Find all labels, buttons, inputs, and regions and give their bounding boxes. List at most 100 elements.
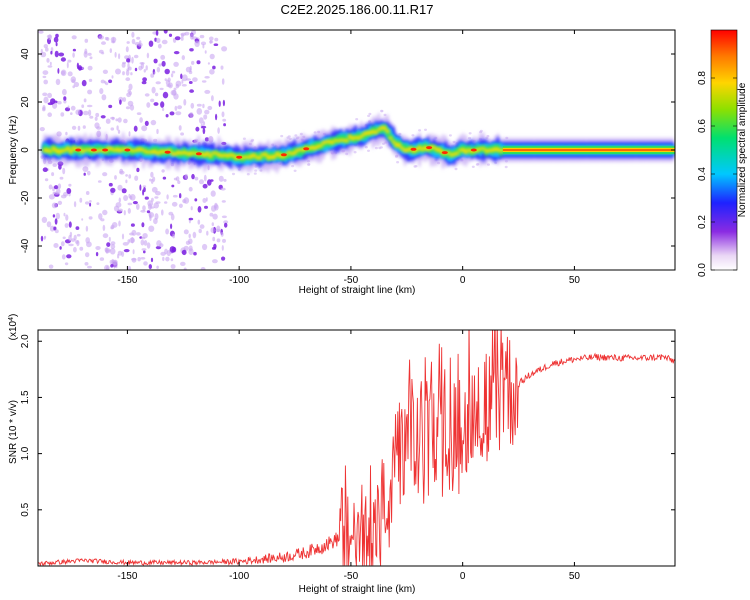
noise-speck (61, 254, 66, 260)
noise-speck (142, 233, 148, 239)
noise-speck (147, 203, 152, 211)
noise-speck (42, 70, 49, 75)
noise-speck (173, 51, 180, 55)
noise-speck (155, 30, 159, 36)
ridge-blob (417, 145, 422, 150)
noise-speck (146, 242, 151, 249)
noise-speck (468, 136, 471, 140)
noise-speck (43, 79, 48, 85)
noise-speck (126, 41, 130, 44)
noise-speck (133, 125, 138, 132)
noise-speck (154, 92, 159, 97)
noise-speck (414, 165, 418, 168)
noise-speck (48, 264, 54, 269)
noise-speck (47, 34, 52, 41)
noise-speck (280, 134, 284, 138)
noise-speck (71, 35, 77, 40)
noise-speck (102, 233, 109, 239)
noise-speck (100, 115, 106, 119)
noise-speck (110, 226, 114, 230)
y-tick-label: 20 (20, 96, 31, 108)
noise-speck (43, 96, 49, 104)
noise-speck (166, 250, 171, 257)
noise-speck (223, 178, 227, 182)
noise-speck (59, 176, 64, 180)
noise-speck (109, 48, 113, 53)
noise-speck (221, 256, 226, 261)
noise-speck (139, 184, 142, 191)
noise-speck (40, 48, 43, 55)
noise-speck (171, 70, 176, 74)
noise-speck (191, 173, 195, 180)
noise-speck (55, 78, 61, 86)
noise-speck (161, 60, 166, 67)
noise-speck (183, 229, 189, 235)
noise-speck (59, 246, 62, 250)
noise-speck (189, 48, 194, 52)
noise-speck (487, 163, 490, 166)
spectrogram-marks (38, 30, 675, 270)
noise-speck (178, 125, 182, 131)
noise-speck (202, 44, 205, 49)
noise-speck (213, 243, 217, 249)
noise-speck (154, 196, 159, 199)
noise-speck (367, 149, 370, 152)
noise-speck (126, 58, 131, 63)
colorbar-ticks: 0.0 0.2 0.4 0.6 0.8 (697, 71, 737, 277)
noise-speck (148, 264, 152, 270)
noise-speck (218, 100, 221, 107)
noise-speck (103, 80, 107, 84)
noise-speck (75, 240, 79, 244)
noise-speck (380, 109, 384, 113)
noise-speck (50, 47, 54, 53)
snr-marks (38, 330, 675, 566)
noise-speck (96, 202, 100, 206)
noise-speck (150, 257, 154, 263)
noise-speck (207, 179, 212, 186)
noise-speck (44, 178, 49, 182)
noise-speck (87, 265, 92, 269)
noise-speck (162, 107, 165, 112)
noise-speck (189, 89, 195, 93)
noise-speck (110, 187, 116, 193)
noise-speck (218, 175, 224, 182)
noise-speck (313, 131, 317, 134)
noise-speck (183, 267, 187, 270)
noise-speck (85, 252, 90, 258)
noise-speck (165, 228, 170, 235)
noise-speck (215, 113, 218, 121)
noise-speck (127, 202, 133, 206)
noise-speck (55, 33, 59, 38)
snr-panel: -150 -100 -50 0 50 0.5 1.0 1.5 2.0 Height of str… (8, 314, 676, 595)
ridge-blob (397, 142, 402, 148)
noise-speck (150, 178, 154, 184)
noise-speck (221, 78, 225, 85)
noise-speck (125, 174, 128, 177)
noise-speck (195, 126, 200, 132)
noise-speck (88, 78, 93, 82)
noise-speck (189, 33, 194, 40)
spectrogram-xlabel: Height of straight line (km) (299, 285, 416, 296)
colorbar-label: Normalized spectral amplitude (737, 82, 748, 217)
snr-series-line (38, 330, 675, 566)
noise-speck (144, 93, 150, 97)
noise-speck (454, 167, 458, 171)
noise-speck (136, 203, 140, 210)
noise-speck (367, 114, 371, 118)
noise-speck (177, 180, 181, 184)
noise-speck (63, 212, 66, 217)
noise-speck (220, 231, 224, 237)
noise-speck (49, 61, 52, 66)
noise-speck (295, 136, 299, 140)
colorbar-tick-label: 0.8 (697, 71, 708, 85)
noise-speck (210, 227, 215, 233)
noise-speck (67, 59, 72, 63)
noise-speck (199, 224, 205, 229)
noise-speck (87, 170, 91, 176)
ridge-blob (318, 144, 323, 148)
noise-speck (150, 119, 157, 126)
noise-speck (79, 197, 83, 203)
ridge-blob (257, 155, 262, 160)
noise-speck (150, 171, 154, 178)
noise-speck (221, 46, 228, 52)
